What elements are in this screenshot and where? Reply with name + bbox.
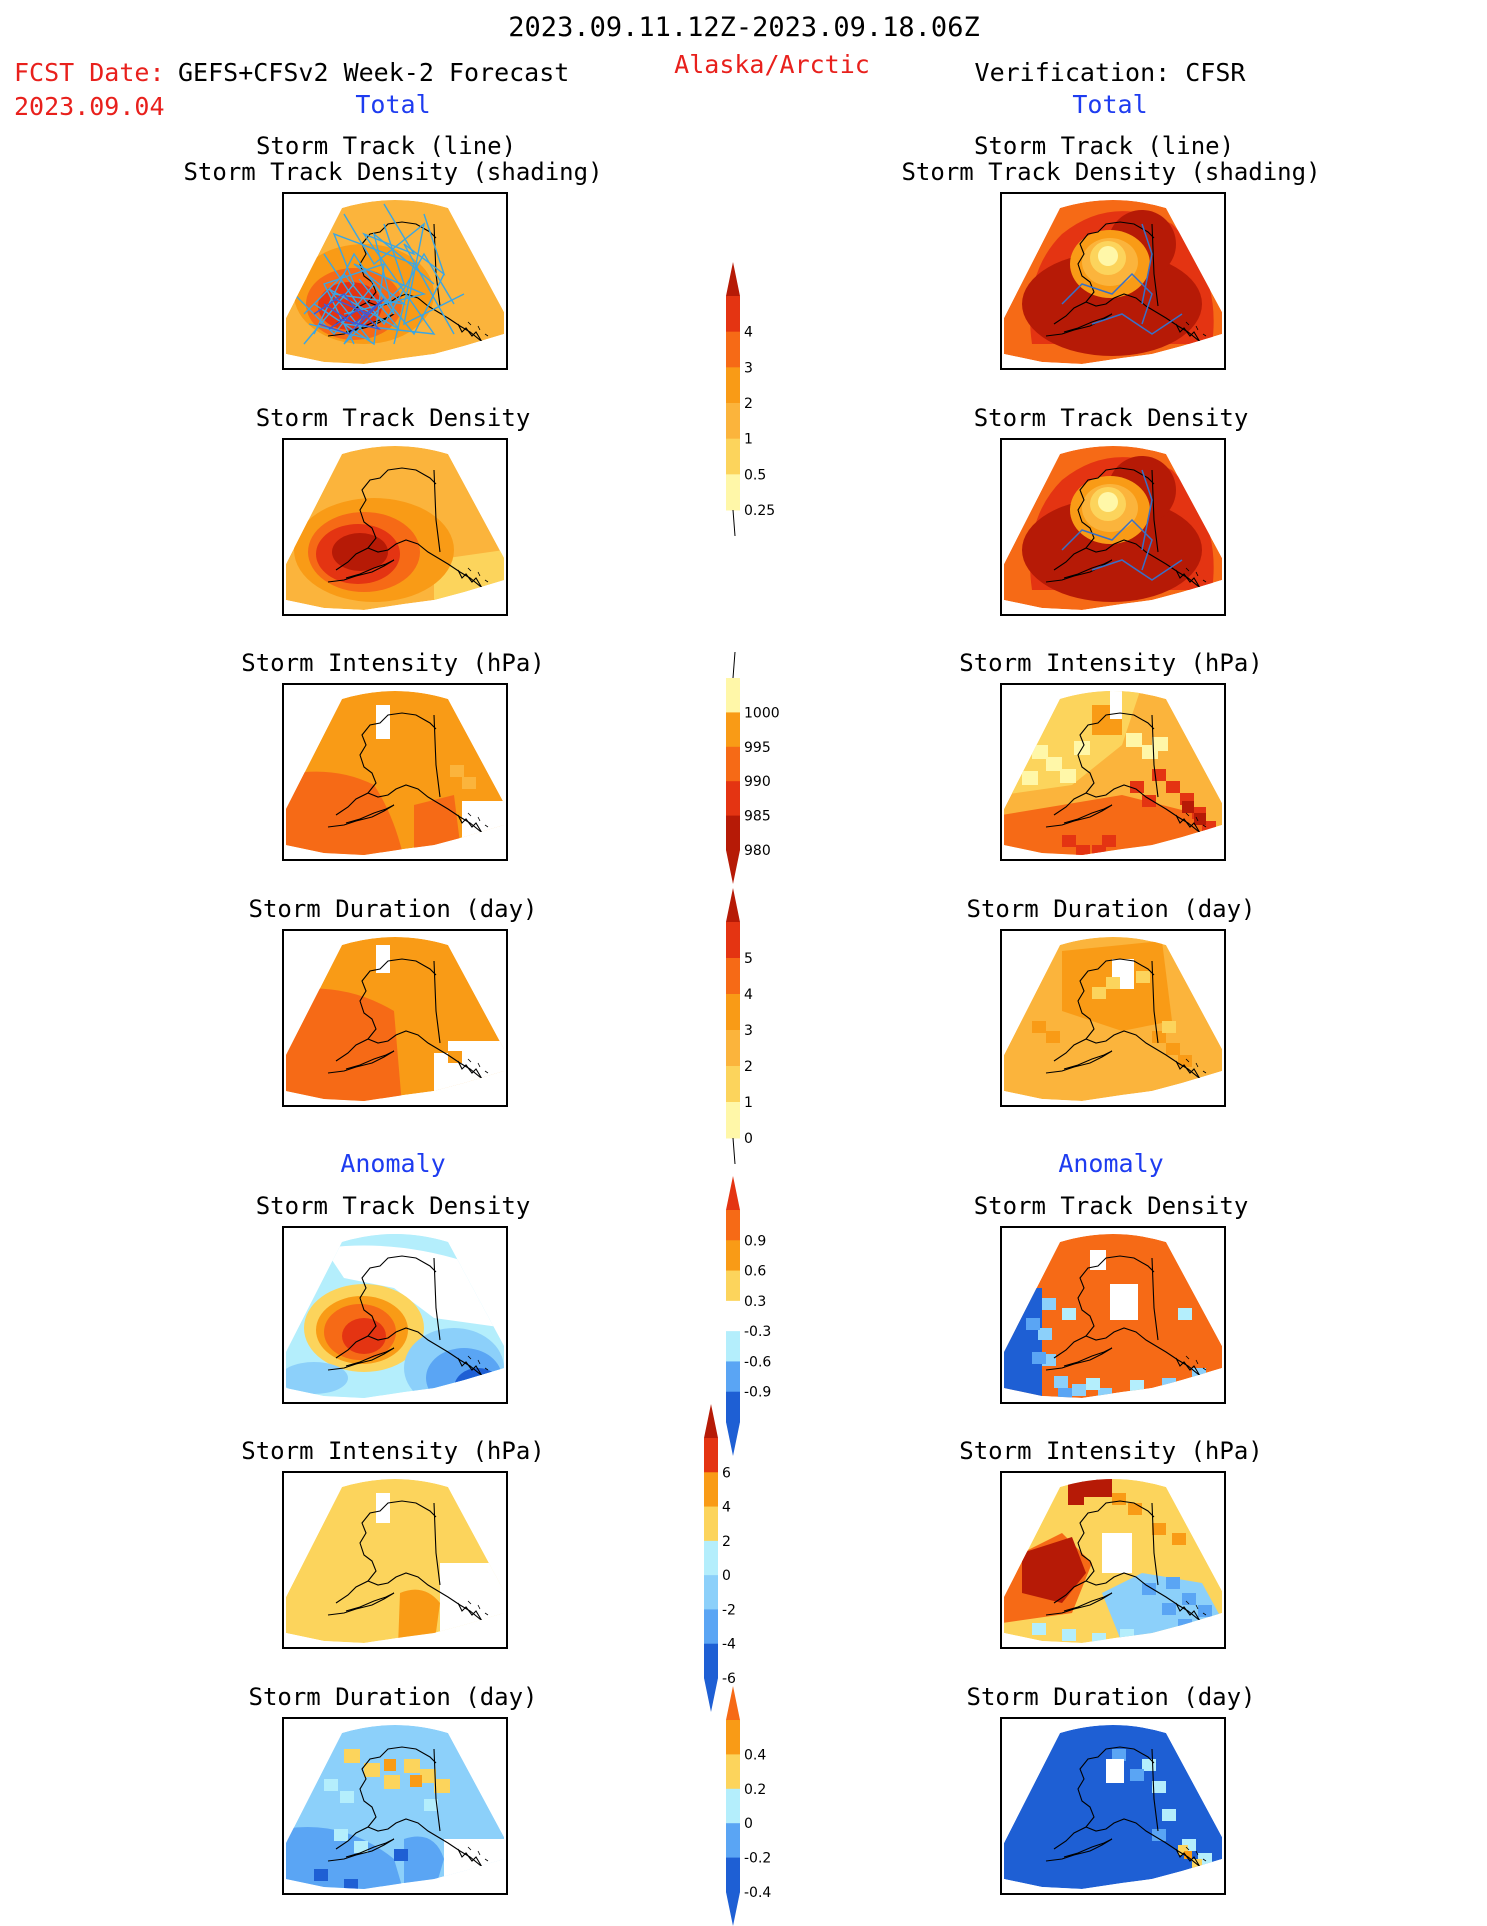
- colorbar-tick-label: -0.3: [744, 1324, 771, 1340]
- left-anomaly-density-title: Storm Track Density: [255, 1192, 531, 1220]
- right-anomaly-label: Anomaly: [1058, 1149, 1164, 1178]
- right-anomaly-density-title: Storm Track Density: [973, 1192, 1249, 1220]
- colorbar-tick-label: -6: [722, 1671, 736, 1687]
- colorbar-tick-label: 3: [744, 1023, 753, 1039]
- colorbar-tick-label: 3: [744, 360, 753, 376]
- colorbar-tick-label: 990: [744, 774, 771, 790]
- colorbar-tick-label: 2: [744, 1059, 753, 1075]
- colorbar-tick-label: 0.3: [744, 1294, 766, 1310]
- colorbar-tick-label: 2: [722, 1534, 731, 1550]
- left-track-shading-title: Storm Track Density (shading): [183, 158, 603, 186]
- valid-period-title: 2023.09.11.12Z-2023.09.18.06Z: [508, 12, 980, 43]
- left-duration-title: Storm Duration (day): [248, 895, 538, 923]
- map-forecast-duration: [282, 929, 508, 1107]
- colorbar-tick-label: -2: [722, 1602, 736, 1618]
- colorbar-tick-label: 1000: [744, 705, 780, 721]
- anomaly-density-colorbar: 0.9 0.6 0.3 -0.3 -0.6 -0.9: [726, 1176, 771, 1456]
- anomaly-duration-colorbar: 0.4 0.2 0 -0.2 -0.4: [726, 1686, 771, 1926]
- total-density-colorbar: 4 3 2 1 0.5 0.25: [726, 262, 775, 537]
- colorbar-tick-label: 0.9: [744, 1233, 766, 1249]
- right-track-shading-title: Storm Track Density (shading): [901, 158, 1321, 186]
- left-anomaly-intensity-title: Storm Intensity (hPa): [241, 1437, 545, 1465]
- left-anomaly-label: Anomaly: [340, 1149, 446, 1178]
- left-anomaly-duration-title: Storm Duration (day): [248, 1683, 538, 1711]
- total-duration-colorbar: 5 4 3 2 1 0: [726, 888, 753, 1165]
- map-verification-duration: [1000, 929, 1226, 1107]
- colorbar-tick-label: -4: [722, 1637, 736, 1653]
- colorbar-tick-label: 0: [744, 1816, 753, 1832]
- left-track-line-title: Storm Track (line): [255, 132, 517, 160]
- colorbar-tick-label: 1: [744, 1095, 753, 1111]
- left-density-title: Storm Track Density: [255, 404, 531, 432]
- left-intensity-title: Storm Intensity (hPa): [241, 649, 545, 677]
- right-anomaly-duration-title: Storm Duration (day): [966, 1683, 1256, 1711]
- colorbar-tick-label: 1: [744, 432, 753, 448]
- map-verification-anomaly-intensity: [1000, 1471, 1226, 1649]
- colorbar-tick-label: 995: [744, 740, 771, 756]
- colorbar-tick-label: -0.6: [744, 1354, 771, 1370]
- total-intensity-colorbar: 1000 995 990 985 980: [726, 651, 780, 884]
- left-total-label: Total: [355, 90, 431, 119]
- map-forecast-density: [282, 438, 508, 616]
- map-forecast-anomaly-density: [282, 1226, 508, 1404]
- region-label: Alaska/Arctic: [674, 50, 870, 79]
- anomaly-intensity-colorbar: 6 4 2 0 -2 -4 -6: [704, 1404, 736, 1712]
- map-forecast-track: [282, 192, 508, 370]
- map-verification-anomaly-density: [1000, 1226, 1226, 1404]
- colorbar-tick-label: 4: [744, 325, 753, 341]
- map-forecast-anomaly-duration: [282, 1717, 508, 1895]
- colorbar-tick-label: -0.2: [744, 1851, 771, 1867]
- colorbar-tick-label: 2: [744, 396, 753, 412]
- right-track-line-title: Storm Track (line): [973, 132, 1235, 160]
- colorbar-tick-label: 5: [744, 951, 753, 967]
- map-forecast-intensity: [282, 683, 508, 861]
- right-duration-title: Storm Duration (day): [966, 895, 1256, 923]
- colorbar-tick-label: 0.25: [744, 503, 775, 519]
- fcst-date-label: FCST Date:: [14, 58, 165, 87]
- verification-label: Verification: CFSR: [974, 58, 1246, 87]
- colorbar-tick-label: 4: [722, 1500, 731, 1516]
- colorbar-tick-label: 0.4: [744, 1747, 766, 1763]
- colorbar-tick-label: 0: [744, 1131, 753, 1147]
- colorbar-tick-label: 6: [722, 1465, 731, 1481]
- colorbar-tick-label: 980: [744, 843, 771, 859]
- map-verification-track: [1000, 192, 1226, 370]
- colorbar-tick-label: 0: [722, 1568, 731, 1584]
- colorbar-tick-label: 985: [744, 809, 771, 825]
- map-verification-anomaly-duration: [1000, 1717, 1226, 1895]
- right-density-title: Storm Track Density: [973, 404, 1249, 432]
- colorbar-tick-label: 4: [744, 987, 753, 1003]
- right-anomaly-intensity-title: Storm Intensity (hPa): [959, 1437, 1263, 1465]
- map-verification-intensity: [1000, 683, 1226, 861]
- right-total-label: Total: [1072, 90, 1148, 119]
- colorbar-tick-label: -0.9: [744, 1385, 771, 1401]
- map-forecast-anomaly-intensity: [282, 1471, 508, 1649]
- fcst-date: 2023.09.04: [14, 92, 165, 121]
- map-verification-density: [1000, 438, 1226, 616]
- colorbar-tick-label: -0.4: [744, 1885, 771, 1901]
- colorbar-tick-label: 0.2: [744, 1782, 766, 1798]
- right-intensity-title: Storm Intensity (hPa): [959, 649, 1263, 677]
- colorbar-tick-label: 0.6: [744, 1264, 766, 1280]
- colorbar-tick-label: 0.5: [744, 467, 766, 483]
- forecast-name: GEFS+CFSv2 Week-2 Forecast: [178, 58, 570, 87]
